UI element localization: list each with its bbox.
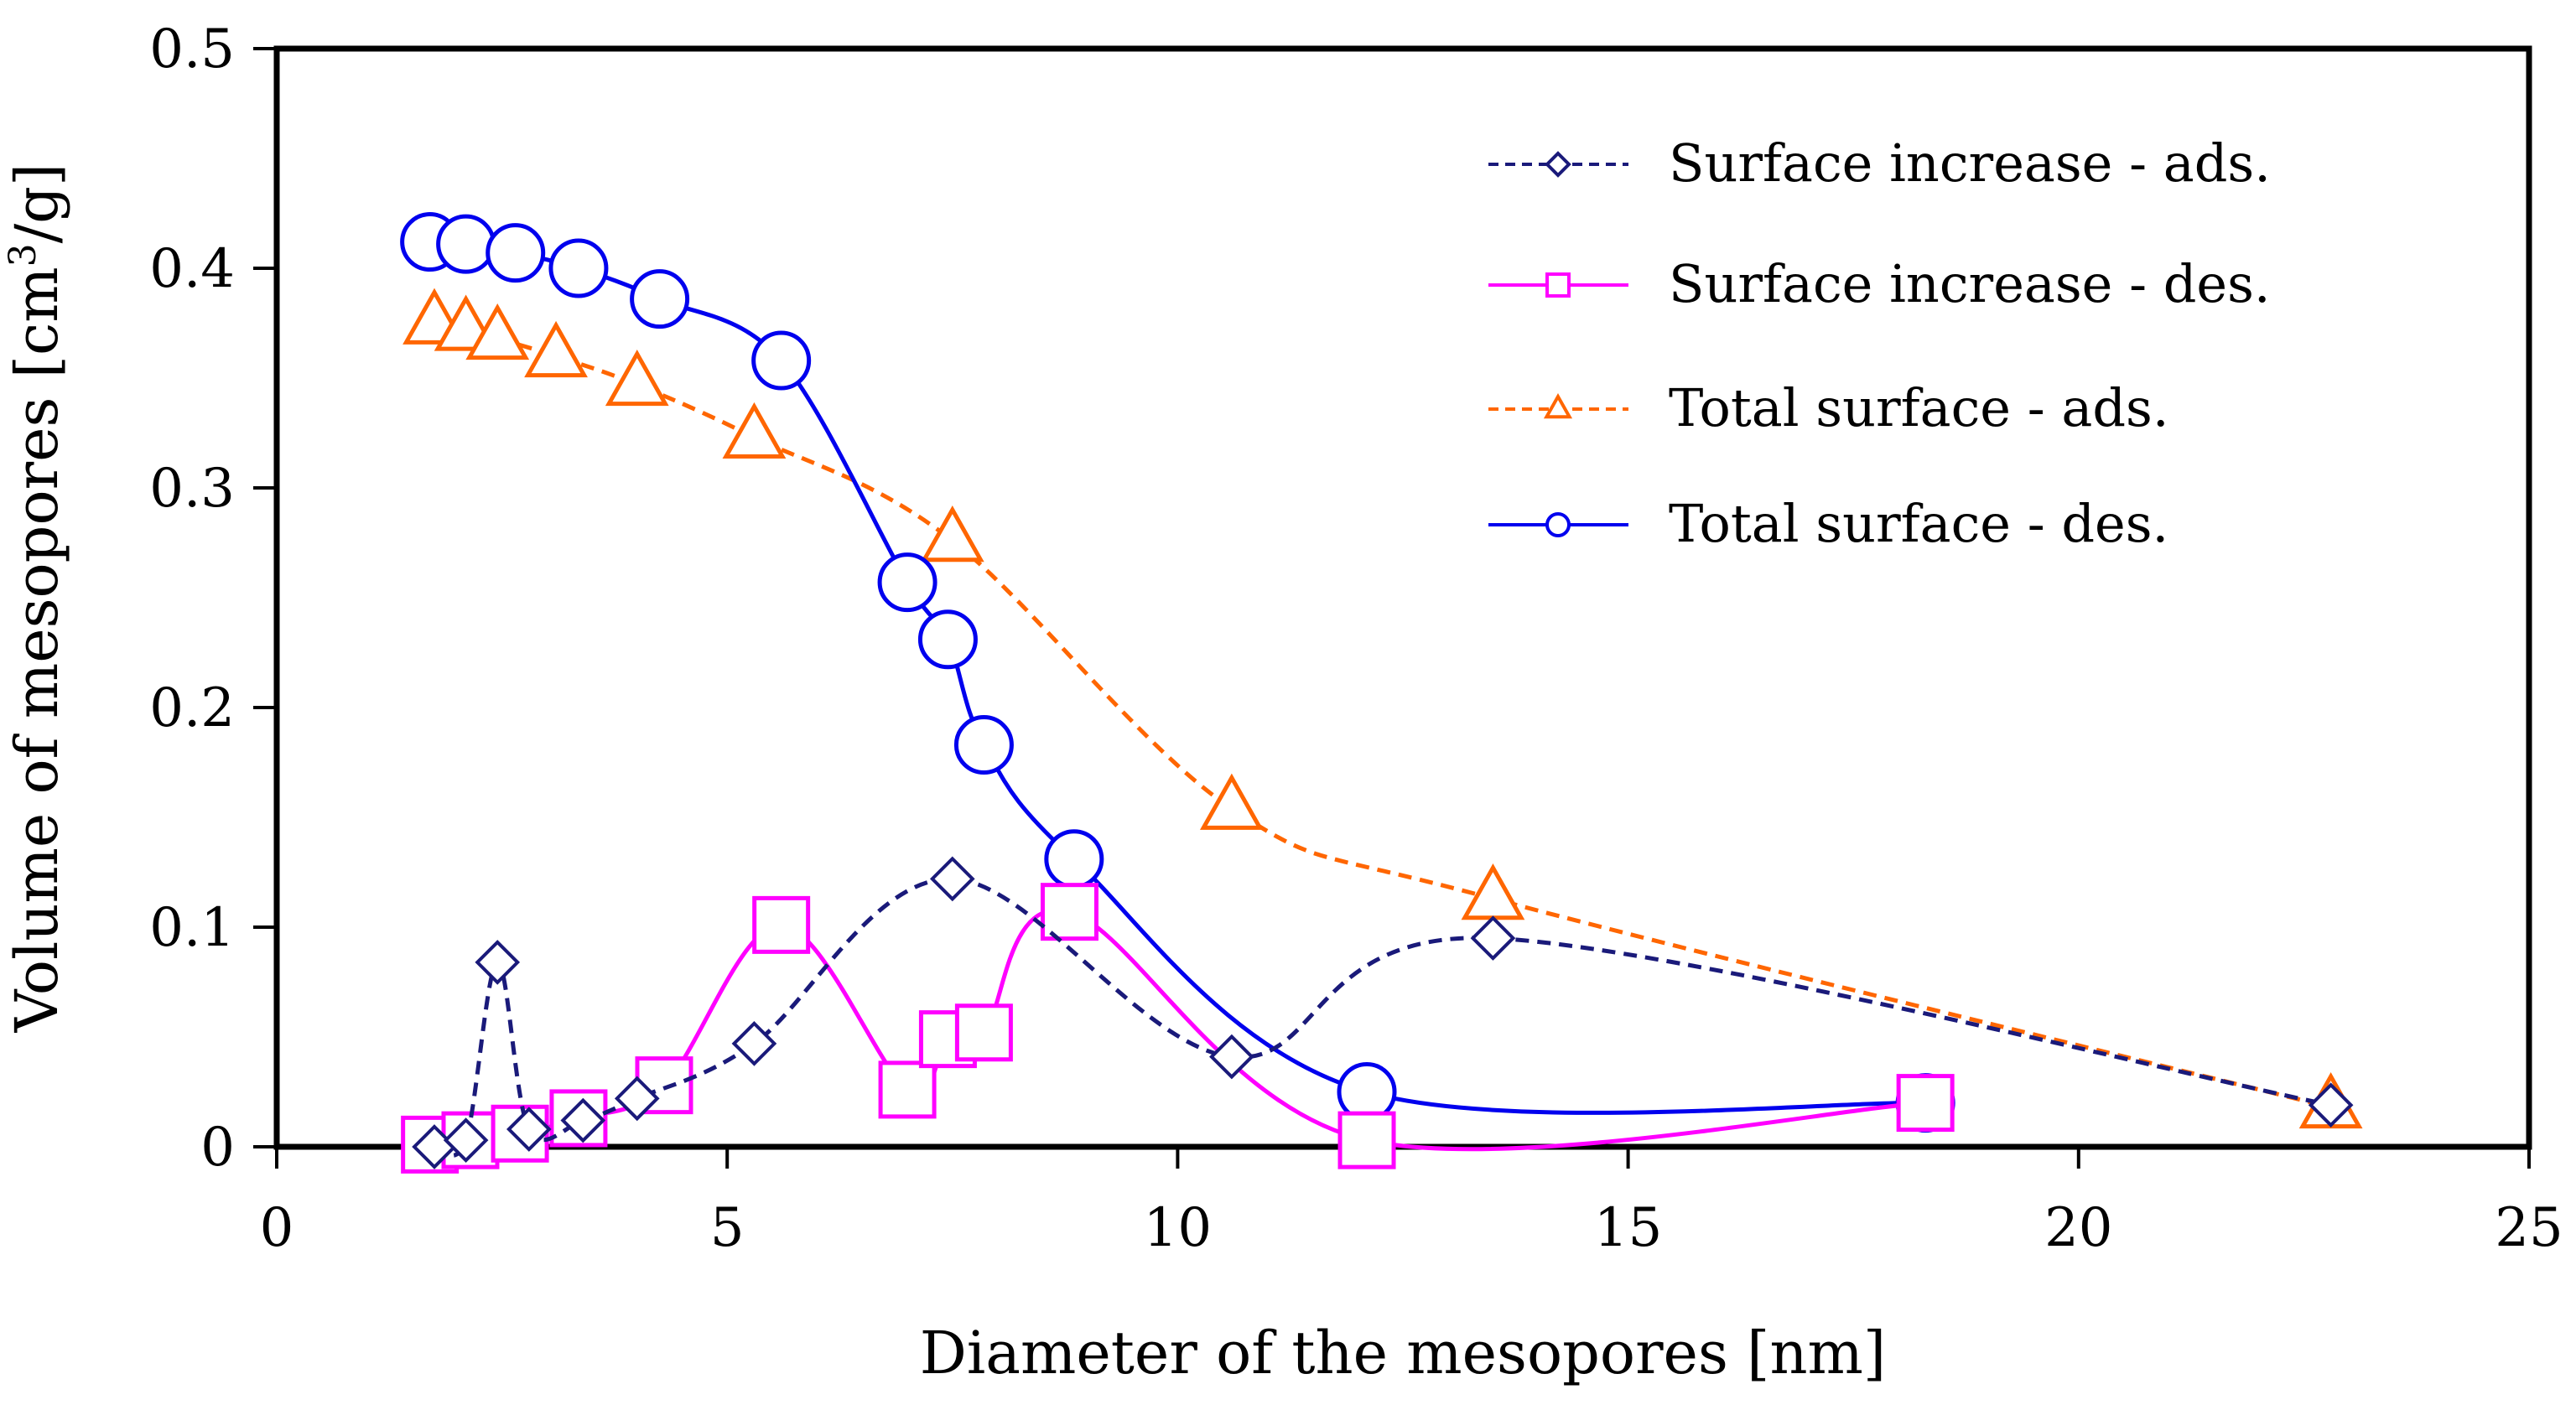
y-tick-label: 0.2 <box>149 677 235 739</box>
data-point-diamond <box>731 1021 777 1066</box>
data-point-circle <box>917 609 978 670</box>
y-tick-label: 0.4 <box>149 238 235 300</box>
x-tick-label: 25 <box>2495 1197 2563 1259</box>
data-point-diamond <box>2308 1082 2354 1128</box>
data-point-diamond <box>560 1097 606 1143</box>
y-tick-label: 0 <box>200 1117 235 1179</box>
data-point-diamond <box>614 1076 660 1122</box>
legend-marker-diamond <box>1545 151 1571 178</box>
x-tick-label: 5 <box>710 1197 745 1259</box>
legend-item: Total surface - des. <box>1488 493 2168 554</box>
data-point-diamond <box>1209 1034 1254 1080</box>
data-point-triangle <box>1199 773 1264 830</box>
data-point-circle <box>548 238 609 298</box>
y-axis-title-end: /g] <box>3 163 71 244</box>
series-diamond-dashed <box>412 856 2354 1169</box>
y-axis-title-main: Volume of mesopores [cm <box>3 267 71 1033</box>
data-point-circle <box>436 214 496 274</box>
y-tick-label: 0.1 <box>149 897 235 959</box>
y-tick-label: 0.5 <box>149 18 235 80</box>
data-point-circle <box>1337 1062 1397 1122</box>
legend-marker-square <box>1545 272 1571 298</box>
data-point-circle <box>751 330 812 391</box>
legend-item: Surface increase - des. <box>1488 253 2271 314</box>
data-point-diamond <box>475 940 521 985</box>
legend-item: Total surface - ads. <box>1488 377 2169 438</box>
data-point-square <box>752 895 811 954</box>
data-point-circle <box>1044 829 1104 889</box>
data-point-diamond <box>929 856 975 902</box>
data-point-square <box>1337 1111 1396 1169</box>
x-tick-label: 10 <box>1144 1197 1212 1259</box>
legend-label: Surface increase - ads. <box>1669 132 2271 194</box>
y-axis-title-superscript: 3 <box>2 243 44 267</box>
legend-label: Total surface - ads. <box>1669 377 2169 438</box>
data-point-circle <box>877 552 937 613</box>
y-axis-title: Volume of mesopores [cm3/g] <box>2 163 71 1034</box>
data-point-triangle <box>465 303 530 360</box>
x-axis-title: Diameter of the mesopores [nm] <box>920 1319 1886 1387</box>
data-point-triangle <box>605 349 669 407</box>
legend-marker-triangle <box>1543 392 1573 419</box>
data-point-triangle <box>920 505 984 563</box>
data-point-circle <box>486 223 546 283</box>
y-tick-label: 0.3 <box>149 458 235 520</box>
data-point-triangle <box>722 402 787 459</box>
data-point-square <box>878 1060 937 1119</box>
data-point-diamond <box>506 1107 552 1152</box>
x-tick-label: 0 <box>260 1197 294 1259</box>
data-series <box>400 212 2363 1174</box>
data-point-triangle <box>524 320 588 378</box>
legend-item: Surface increase - ads. <box>1488 132 2271 194</box>
data-point-diamond <box>443 1117 489 1163</box>
data-point-square <box>1040 883 1098 941</box>
legend: Surface increase - ads. Surface increase … <box>1488 132 2271 554</box>
data-point-square <box>1896 1074 1955 1133</box>
legend-label: Surface increase - des. <box>1669 253 2271 314</box>
data-point-circle <box>953 715 1014 775</box>
data-point-circle <box>630 269 690 329</box>
data-point-diamond <box>1470 915 1516 961</box>
x-tick-label: 15 <box>1594 1197 1662 1259</box>
axes: 0 0.1 0.2 0.3 0.4 0.5 0 5 10 15 20 25 <box>149 18 2563 1259</box>
data-point-square <box>954 1003 1013 1062</box>
x-tick-label: 20 <box>2044 1197 2112 1259</box>
legend-label: Total surface - des. <box>1669 493 2168 554</box>
legend-marker-circle <box>1545 512 1571 537</box>
